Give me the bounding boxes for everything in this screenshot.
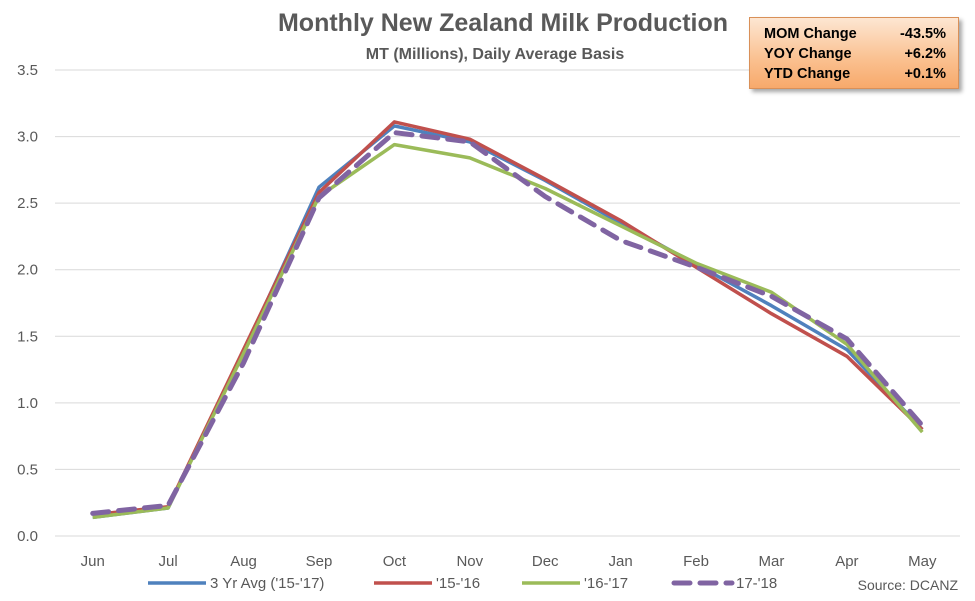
x-tick-label: Nov (456, 553, 483, 570)
chart-title: Monthly New Zealand Milk Production (278, 9, 728, 37)
y-tick-label: 0.5 (17, 461, 38, 478)
x-tick-label: Mar (759, 553, 785, 570)
legend: 3 Yr Avg ('15-'17) '15-'16 '16-'17 17-'18 (148, 575, 777, 592)
x-tick-label: Jul (159, 553, 178, 570)
y-tick-label: 1.5 (17, 328, 38, 345)
x-tick-label: Sep (306, 553, 333, 570)
stat-label: MOM Change (764, 26, 857, 42)
legend-label: 17-'18 (736, 575, 777, 592)
y-tick-label: 0.0 (17, 528, 38, 545)
x-tick-label: Dec (532, 553, 559, 570)
stat-label: YOY Change (764, 46, 852, 62)
x-axis-ticks: Jun Jul Aug Sep Oct Nov Dec Jan Feb Mar Apr May (81, 553, 937, 570)
stat-value: +0.1% (904, 66, 946, 82)
y-axis-ticks: 0.0 0.5 1.0 1.5 2.0 2.5 3.0 3.5 (17, 62, 38, 545)
change-stats-box: MOM Change -43.5% YOY Change +6.2% YTD C… (749, 17, 959, 89)
series-lines (90, 120, 925, 520)
x-tick-label: Feb (683, 553, 709, 570)
y-tick-label: 1.0 (17, 395, 38, 412)
series-line-1 (92, 120, 924, 517)
legend-label: 3 Yr Avg ('15-'17) (210, 575, 324, 592)
chart-subtitle: MT (Millions), Daily Average Basis (366, 46, 625, 63)
source-note: Source: DCANZ (858, 577, 959, 593)
x-tick-label: Jan (609, 553, 633, 570)
x-tick-label: May (908, 553, 937, 570)
y-tick-label: 3.0 (17, 129, 38, 146)
stat-row-mom: MOM Change -43.5% (764, 24, 946, 44)
legend-label: '16-'17 (584, 575, 628, 592)
stat-value: +6.2% (904, 46, 946, 62)
gridlines (55, 69, 960, 537)
x-tick-label: Oct (383, 553, 407, 570)
legend-label: '15-'16 (436, 575, 480, 592)
x-tick-label: Aug (230, 553, 257, 570)
series-line-3 (90, 130, 925, 516)
y-tick-label: 3.5 (17, 62, 38, 79)
series-line-0 (92, 124, 924, 520)
stat-value: -43.5% (900, 26, 946, 42)
y-tick-label: 2.0 (17, 262, 38, 279)
stat-row-yoy: YOY Change +6.2% (764, 44, 946, 64)
series-line-2 (92, 142, 924, 520)
y-tick-label: 2.5 (17, 195, 38, 212)
x-tick-label: Apr (835, 553, 858, 570)
stat-row-ytd: YTD Change +0.1% (764, 64, 946, 84)
stat-label: YTD Change (764, 66, 851, 82)
x-tick-label: Jun (81, 553, 105, 570)
